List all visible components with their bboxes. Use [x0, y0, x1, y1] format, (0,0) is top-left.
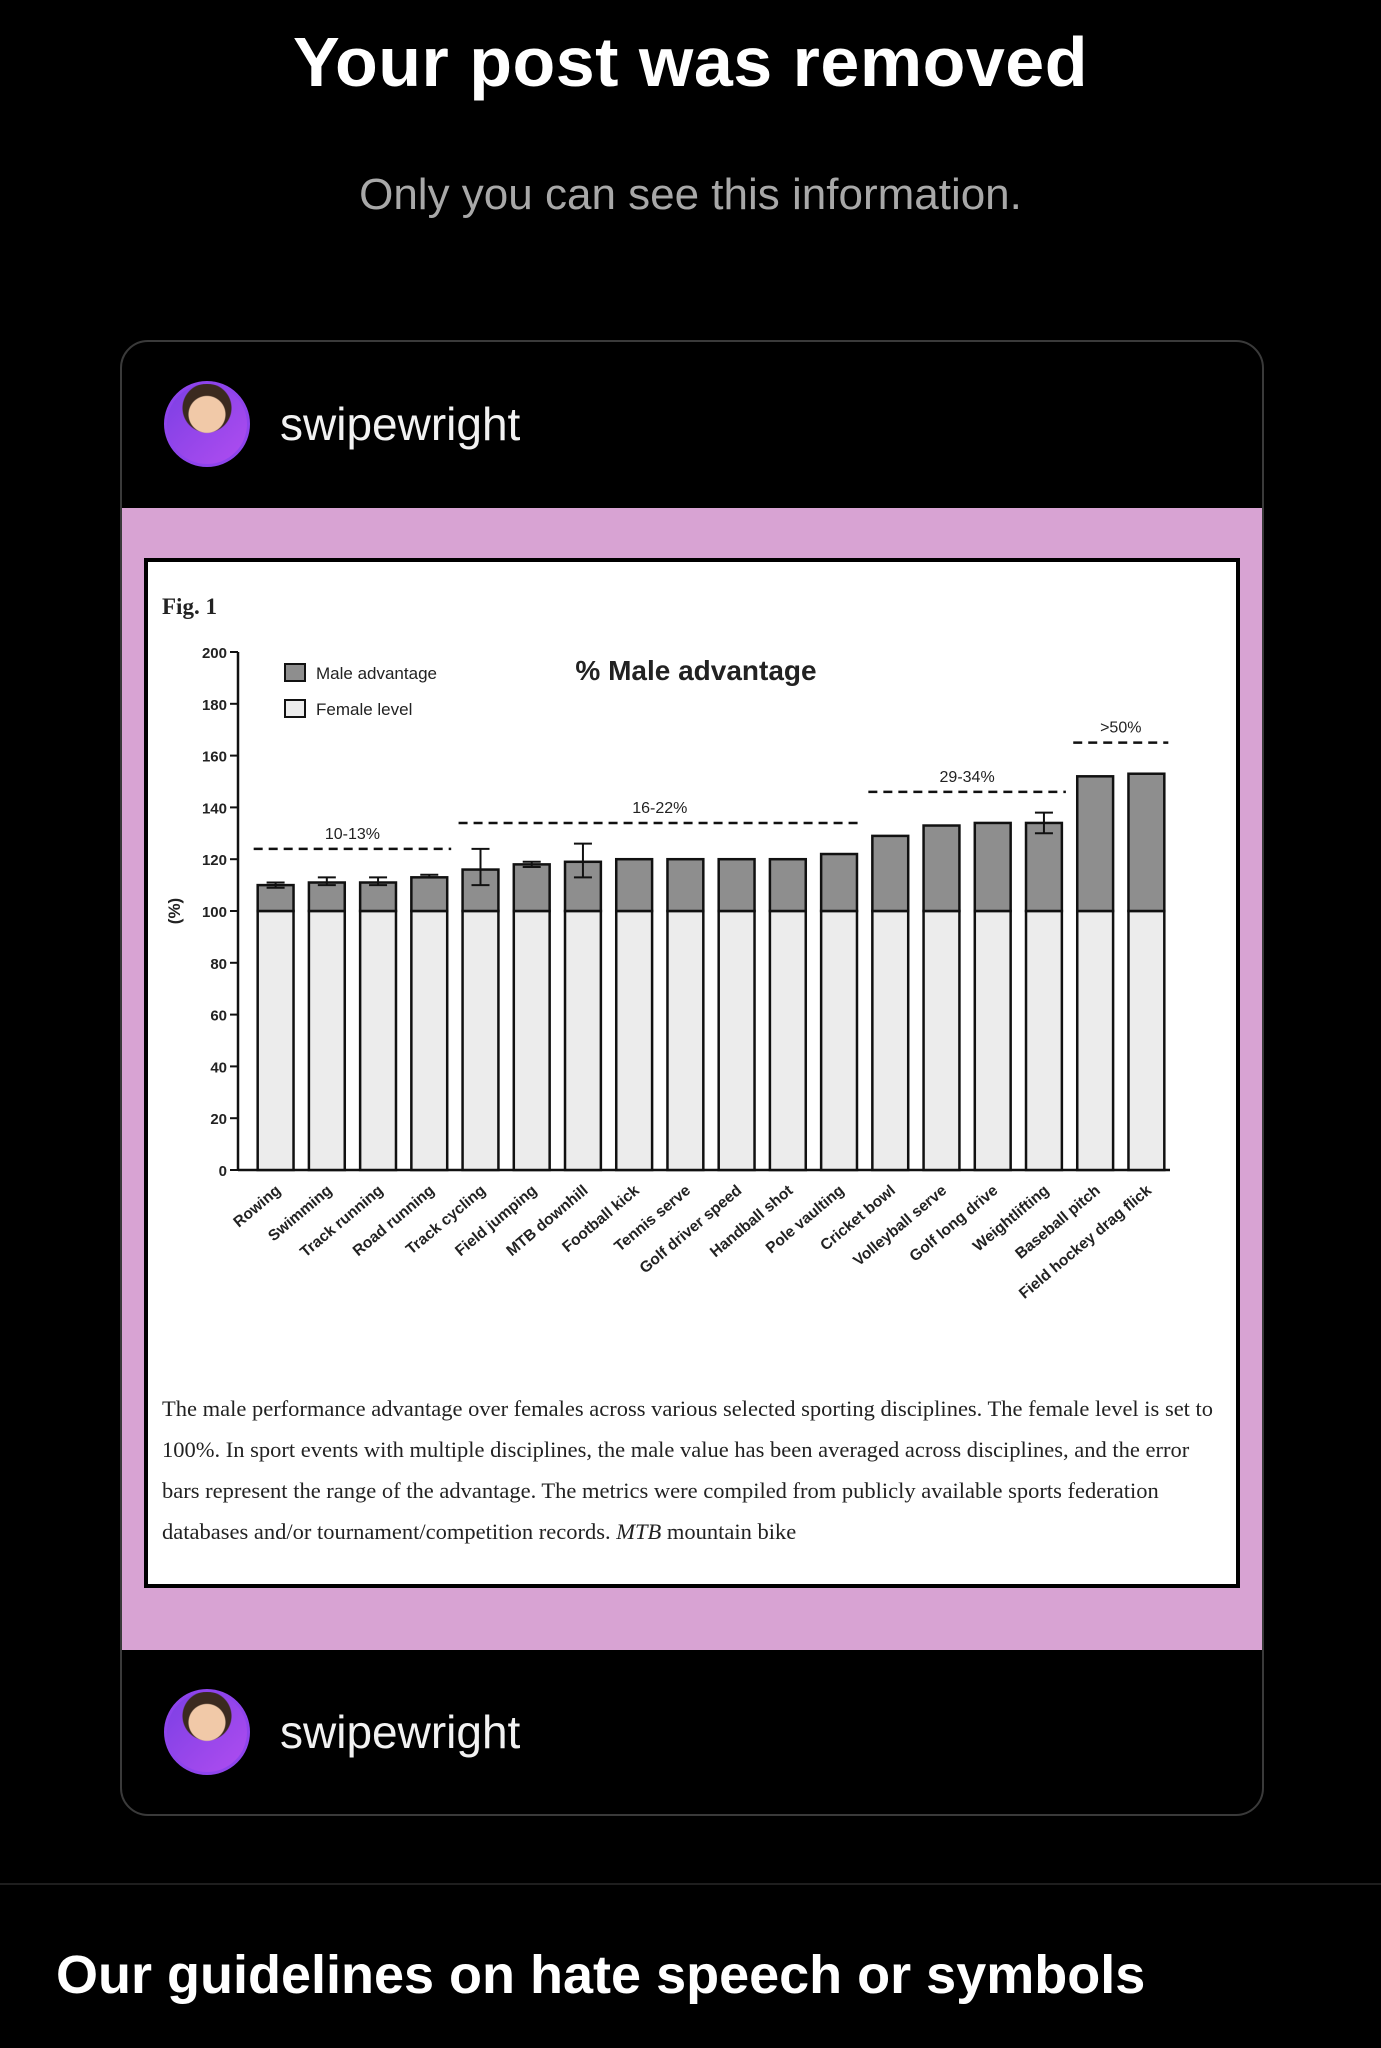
bar-female-level	[307, 909, 347, 1172]
post-header[interactable]: swipewright	[122, 342, 1262, 506]
bar-male-advantage	[717, 857, 756, 913]
caption-tail: mountain bike	[666, 1519, 797, 1544]
y-tick-label: 60	[210, 1008, 227, 1025]
bar-male-advantage	[410, 876, 449, 913]
bar-male-advantage	[666, 857, 705, 913]
x-tick-label: Volleyball serve	[850, 1182, 950, 1270]
group-label: 16-22%	[632, 800, 687, 817]
bar-female-level	[1024, 909, 1064, 1172]
bar-male-advantage	[1127, 772, 1166, 913]
bar-female-level	[717, 909, 756, 1172]
chart-title: % Male advantage	[575, 655, 816, 686]
bar-female-level	[1127, 909, 1166, 1172]
post-media: Fig. 1 0 20 40 60 80 100 120 140 160 180 200 (%) % Ma…	[122, 508, 1262, 1650]
group-label: 29-34%	[940, 769, 995, 786]
y-tick-label: 120	[202, 852, 227, 869]
page-title: Your post was removed	[293, 23, 1088, 101]
group-label: >50%	[1100, 720, 1141, 737]
y-tick-label: 80	[210, 956, 227, 973]
legend-label: Male advantage	[316, 664, 437, 683]
bar-female-level	[358, 909, 398, 1172]
bar-male-advantage	[819, 852, 859, 913]
figure-caption: The male performance advantage over fema…	[162, 1388, 1222, 1552]
group-label: 10-13%	[325, 826, 380, 843]
y-tick-label: 0	[219, 1163, 227, 1180]
page-subtitle: Only you can see this information.	[359, 170, 1022, 219]
bar-male-advantage	[256, 883, 295, 913]
x-tick-label: Golf long drive	[907, 1182, 1002, 1266]
bar-female-level	[871, 909, 910, 1172]
legend-swatch	[284, 663, 306, 682]
user-avatar-icon[interactable]	[164, 1689, 250, 1775]
y-tick-label: 200	[202, 645, 227, 662]
legend-swatch	[284, 699, 306, 718]
y-tick-label: 20	[210, 1111, 227, 1128]
bar-female-level	[666, 909, 705, 1172]
figure-panel: Fig. 1 0 20 40 60 80 100 120 140 160 180 200 (%) % Ma…	[144, 558, 1240, 1588]
bar-male-advantage	[307, 881, 347, 913]
bar-male-advantage	[358, 881, 398, 913]
bar-female-level	[922, 909, 961, 1172]
bar-male-advantage	[768, 857, 808, 913]
bar-female-level	[563, 909, 603, 1172]
bar-female-level	[614, 909, 654, 1172]
bar-female-level	[512, 909, 551, 1172]
y-tick-label: 180	[202, 697, 227, 714]
y-tick-label: 40	[210, 1059, 227, 1076]
bar-male-advantage	[614, 857, 654, 913]
caption-italic: MTB	[616, 1519, 662, 1544]
section-divider	[0, 1883, 1381, 1885]
guidelines-link[interactable]: Our guidelines on hate speech or symbols	[56, 1945, 1146, 2005]
bar-female-level	[768, 909, 808, 1172]
bar-female-level	[410, 909, 449, 1172]
bar-female-level	[973, 909, 1012, 1172]
bar-male-advantage	[512, 863, 551, 913]
bar-male-advantage	[1024, 821, 1064, 913]
caption-text: The male performance advantage over fema…	[162, 1396, 1214, 1544]
y-tick-label: 160	[202, 749, 227, 766]
bar-female-level	[461, 909, 500, 1172]
removed-post-card: swipewright Fig. 1 0 20 40 60 80 100 120 140 160 1…	[120, 340, 1264, 1816]
post-footer-username[interactable]: swipewright	[280, 1706, 521, 1758]
bar-male-advantage	[973, 821, 1012, 913]
user-avatar-icon[interactable]	[164, 381, 250, 467]
bar-male-advantage	[922, 824, 961, 913]
bar-female-level	[1075, 909, 1115, 1172]
y-tick-label: 140	[202, 800, 227, 817]
bar-female-level	[819, 909, 859, 1172]
y-axis-label: (%)	[165, 898, 184, 924]
y-tick-label: 100	[202, 904, 227, 921]
figure-label: Fig. 1	[162, 594, 217, 619]
legend-label: Female level	[316, 700, 412, 719]
post-username[interactable]: swipewright	[280, 398, 521, 450]
post-footer[interactable]: swipewright	[122, 1650, 1262, 1814]
bar-male-advantage	[871, 834, 910, 913]
bar-female-level	[256, 909, 295, 1172]
bar-male-advantage	[1075, 775, 1115, 913]
male-advantage-chart: Fig. 1 0 20 40 60 80 100 120 140 160 180 200 (%) % Ma…	[162, 594, 1170, 1302]
